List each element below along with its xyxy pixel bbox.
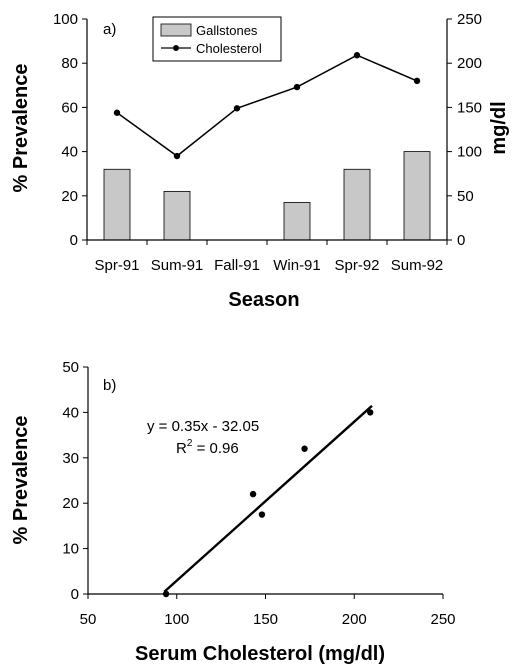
scatter-point [258, 511, 266, 518]
left-tick-label: 80 [61, 55, 78, 72]
cholesterol-point [233, 105, 241, 112]
panel-b-axes [83, 366, 444, 599]
category-label: Sum-91 [151, 257, 204, 274]
left-tick-label: 40 [61, 144, 78, 161]
y-tick-label: 0 [71, 586, 79, 603]
y-tick-label: 20 [62, 495, 79, 512]
cholesterol-point [293, 83, 301, 91]
cholesterol-point [113, 109, 121, 116]
cholesterol-series-line [116, 54, 418, 157]
legend-box [152, 16, 282, 62]
y-tick-label: 50 [62, 359, 79, 376]
panel-b-ylabel: % Prevalence [10, 416, 32, 545]
panel-a-right-tick-labels: 0 50 100 150 200 250 [457, 11, 482, 249]
scatter-point [367, 409, 374, 416]
panel-b-x-tick-labels: 50 100 150 200 250 [80, 611, 456, 628]
panel-a-xlabel: Season [228, 289, 299, 311]
regression-line [163, 404, 373, 593]
cholesterol-point [173, 152, 181, 160]
category-label: Fall-91 [214, 257, 260, 274]
panel-b-points [162, 409, 374, 598]
panel-a-ylabel: % Prevalence [10, 64, 32, 193]
y-tick-label: 10 [62, 541, 79, 558]
panel-a-axes [82, 18, 452, 245]
category-label: Sum-92 [391, 257, 444, 274]
gallstones-bar [283, 202, 311, 241]
panel-b-xlabel: Serum Cholesterol (mg/dl) [135, 643, 385, 665]
panel-a-legend: Gallstones Cholesterol [152, 16, 282, 62]
x-tick-label: 100 [164, 611, 189, 628]
right-tick-label: 250 [457, 11, 482, 28]
panel-b-r-squared: R2 = 0.96 [176, 438, 239, 457]
left-tick-label: 60 [61, 99, 78, 116]
category-label: Spr-91 [94, 257, 139, 274]
right-tick-label: 200 [457, 55, 482, 72]
x-tick-label: 250 [430, 611, 455, 628]
cholesterol-point [413, 77, 421, 85]
panel-b: b) 50 100 150 200 250 0 10 20 30 40 50 y = 0.35x … [10, 359, 456, 665]
scatter-point [301, 445, 308, 452]
panel-b-label: b) [103, 377, 116, 394]
category-label: Spr-92 [334, 257, 379, 274]
y-tick-label: 40 [62, 404, 79, 421]
left-tick-label: 20 [61, 188, 78, 205]
panel-a-category-labels: Spr-91 Sum-91 Fall-91 Win-91 Spr-92 Sum-92 [94, 257, 443, 274]
right-tick-label: 50 [457, 188, 474, 205]
panel-a-ylabel-right: mg/dl [488, 101, 510, 154]
category-label: Win-91 [273, 257, 321, 274]
legend-gallstones-swatch [160, 23, 192, 37]
gallstones-bar [403, 151, 431, 241]
panel-a-label: a) [103, 21, 116, 38]
panel-b-equation: y = 0.35x - 32.05 [147, 418, 259, 435]
legend-gallstones-label: Gallstones [196, 23, 258, 38]
panel-a-left-tick-labels: 0 20 40 60 80 100 [53, 11, 78, 249]
panel-b-fit-line [163, 404, 373, 593]
x-tick-label: 150 [253, 611, 278, 628]
left-tick-label: 100 [53, 11, 78, 28]
panel-a-bars [103, 151, 431, 241]
legend-cholesterol-marker [173, 45, 179, 51]
panel-a: a) 0 20 40 60 80 100 0 50 100 150 200 250 Spr-91 Su… [10, 11, 510, 311]
left-tick-label: 0 [70, 232, 78, 249]
gallstones-bar [103, 168, 131, 241]
x-tick-label: 50 [80, 611, 97, 628]
gallstones-bar [343, 168, 371, 241]
right-tick-label: 0 [457, 232, 465, 249]
x-tick-label: 200 [342, 611, 367, 628]
right-tick-label: 100 [457, 144, 482, 161]
gallstones-bar [163, 190, 191, 241]
scatter-point [162, 590, 170, 598]
y-tick-label: 30 [62, 450, 79, 467]
right-tick-label: 150 [457, 99, 482, 116]
scatter-point [249, 490, 257, 498]
legend-cholesterol-label: Cholesterol [196, 41, 262, 56]
cholesterol-point [353, 52, 361, 59]
panel-b-y-tick-labels: 0 10 20 30 40 50 [62, 359, 79, 603]
panel-a-cholesterol-line [113, 52, 421, 160]
